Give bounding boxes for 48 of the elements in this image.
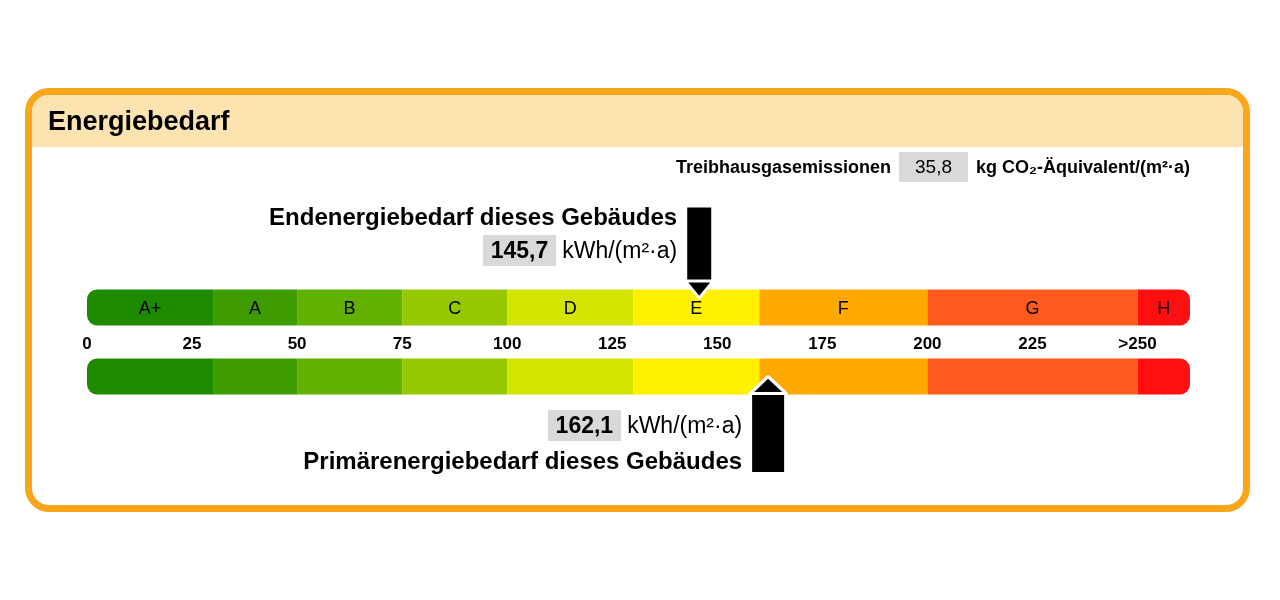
series-label: D <box>563 297 577 318</box>
bar <box>927 358 1138 395</box>
x-tick-label: 150 <box>703 333 732 353</box>
text: kWh/(m²·a) <box>562 237 678 263</box>
bar <box>87 289 214 326</box>
bar <box>1137 289 1190 326</box>
x-axis-title: kWh/(m²·a) <box>627 412 743 439</box>
x-tick-label: >250 <box>1118 333 1157 353</box>
text: 35,8 <box>899 152 968 182</box>
x-tick-label: 0 <box>82 333 92 353</box>
bar <box>213 289 298 326</box>
bar <box>87 358 214 395</box>
x-tick-label: 50 <box>287 333 307 353</box>
bar <box>759 289 928 326</box>
text: 145,7 <box>482 235 557 266</box>
text: 162,1 <box>547 410 622 441</box>
x-tick-label: 25 <box>182 333 202 353</box>
bar <box>297 358 403 395</box>
x-tick-label: 125 <box>598 333 627 353</box>
bar <box>297 289 403 326</box>
bar <box>507 358 634 395</box>
series-label: F <box>837 297 849 318</box>
chart-title: Energiebedarf <box>48 105 230 137</box>
bar <box>402 289 508 326</box>
bar <box>759 358 928 395</box>
bar <box>927 289 1138 326</box>
series-label: A+ <box>138 297 162 318</box>
series-label: G <box>1025 297 1040 318</box>
x-tick-label: 100 <box>493 333 522 353</box>
series-label: C <box>448 297 462 318</box>
series-label: A <box>249 297 262 318</box>
series-label: B <box>343 297 356 318</box>
bar <box>633 289 760 326</box>
bar <box>633 358 760 395</box>
text: Treibhausgasemissionen <box>675 156 891 178</box>
ref-line-label: Endenergiebedarf dieses Gebäudes <box>269 203 678 231</box>
text: kg CO₂-Äquivalent/(m²·a) <box>975 156 1190 178</box>
x-tick-label: 75 <box>392 333 412 353</box>
bar <box>507 289 634 326</box>
bar <box>213 358 298 395</box>
x-tick-label: 175 <box>808 333 837 353</box>
ref-line-label: Primärenergiebedarf dieses Gebäudes <box>303 447 743 475</box>
x-tick-label: 225 <box>1018 333 1047 353</box>
bar <box>1137 358 1190 395</box>
series-label: H <box>1157 297 1171 318</box>
bar <box>402 358 508 395</box>
x-tick-label: 200 <box>913 333 942 353</box>
series-label: E <box>690 297 703 318</box>
